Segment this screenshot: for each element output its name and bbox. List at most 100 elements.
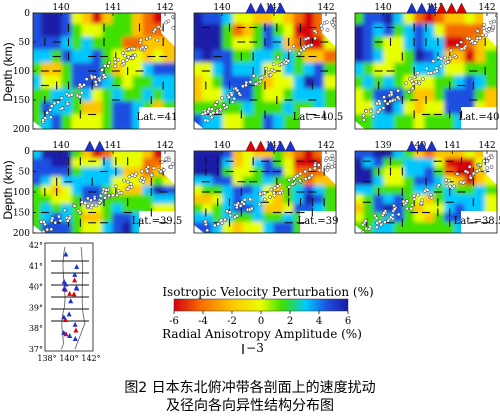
earthquake-points: [39, 156, 175, 233]
y-axis-label-bottom: Depth (km): [1, 160, 15, 219]
map-volcano-marker: [63, 251, 69, 257]
longitude-tick-label: 141: [104, 141, 121, 151]
map-volcano-marker: [68, 298, 74, 304]
longitude-tick-label: 141: [104, 3, 121, 13]
map-volcano-marker: [72, 277, 78, 283]
longitude-tick-label: 140: [213, 3, 230, 13]
earthquake-points: [361, 13, 497, 122]
map-volcano-marker: [73, 284, 79, 290]
map-volcano-marker: [63, 331, 69, 337]
map-lon-tick: 138°: [37, 354, 56, 363]
longitude-tick-label: 141: [265, 141, 282, 151]
longitude-tick-label: 140: [213, 141, 230, 151]
velocity-field: [355, 13, 497, 129]
section-panel-d: 140 141 142 Lat.=39.5 0 50 100 150 200: [13, 140, 182, 239]
volcano-markers: [245, 140, 296, 152]
depth-tick-label: 150: [13, 209, 30, 219]
colorbar-tick-label: 0: [258, 316, 264, 327]
map-volcano-marker: [61, 314, 67, 320]
depth-tick-label: 100: [13, 188, 30, 198]
velocity-field: [355, 151, 497, 233]
map-volcano-marker: [72, 336, 78, 342]
depth-tick-label: 100: [13, 67, 30, 77]
depth-tick-label: 0: [24, 147, 30, 157]
map-lon-tick: 142°: [81, 354, 100, 363]
colorbar-tick-label: 6: [345, 316, 351, 327]
volcano-markers: [406, 2, 467, 14]
section-panel-a: 140 141 142 Lat.=41 0 50 100 150 200: [13, 3, 178, 135]
map-volcano-marker: [73, 327, 79, 333]
coastline-west: [60, 246, 66, 350]
anisotropy-bars: [40, 23, 168, 119]
latitude-label: Lat.=40.5: [293, 112, 343, 123]
anisotropy-bars: [201, 157, 325, 227]
map-lat-tick: 42°: [29, 241, 43, 250]
longitude-tick-label: 140: [409, 141, 426, 151]
map-volcano-marker: [61, 278, 67, 284]
map-volcano-marker: [71, 291, 77, 297]
map-volcano-marker: [72, 321, 78, 327]
colorbar-tick-label: 4: [316, 316, 322, 327]
velocity-field: [33, 151, 175, 233]
colorbar-gradient: [173, 298, 349, 312]
colorbar-tick-label: -4: [198, 316, 208, 327]
velocity-field: [33, 13, 175, 129]
longitude-tick-label: 141: [444, 141, 461, 151]
map-volcano-marker: [67, 332, 73, 338]
earthquake-points: [200, 17, 336, 123]
coastline-east: [74, 246, 86, 350]
longitude-tick-label: 140: [52, 141, 69, 151]
map-volcano-marker: [62, 316, 68, 322]
map-volcano-marker: [74, 264, 80, 270]
map-volcano-marker: [61, 286, 67, 292]
longitude-tick-label: 140: [52, 3, 69, 13]
map-lat-tick: 37°: [29, 345, 43, 354]
map-volcano-marker: [66, 311, 72, 317]
depth-tick-label: 150: [13, 96, 30, 106]
map-lat-tick: 39°: [29, 303, 43, 312]
longitude-tick-label: 142: [317, 141, 334, 151]
longitude-tick-label: 139: [374, 141, 391, 151]
depth-tick-label: 200: [13, 125, 30, 135]
volcano-markers: [84, 140, 106, 152]
depth-tick-label: 200: [13, 229, 30, 239]
longitude-tick-label: 142: [156, 3, 173, 13]
latitude-label: Lat.=38.5: [454, 216, 500, 227]
earthquake-points: [41, 14, 175, 124]
anisotropy-title: Radial Anisotropy Amplitude (%): [162, 327, 362, 341]
colorbar: Isotropic Velocity Perturbation (%) -6 -4…: [162, 285, 374, 355]
latitude-label: Lat.=39.5: [132, 216, 182, 227]
location-map: 42° 41° 40° 39° 38° 37°138° 140° 142°: [29, 241, 101, 363]
section-panel-f: 139 140 141 142 Lat.=38.5: [354, 140, 500, 234]
velocity-field: [194, 151, 336, 233]
velocity-field: [194, 13, 336, 129]
y-axis-label-top: Depth (km): [1, 42, 15, 101]
section-panel-e: 140 141 142 Lat.=39: [193, 140, 339, 234]
earthquake-points: [202, 153, 336, 233]
section-panel-b: 140 141 142 Lat.=40.5: [193, 2, 343, 130]
colorbar-title: Isotropic Velocity Perturbation (%): [162, 285, 373, 299]
longitude-tick-label: 142: [478, 141, 495, 151]
map-lat-tick: 40°: [29, 283, 43, 292]
colorbar-tick-label: -2: [227, 316, 237, 327]
map-volcano-marker: [63, 281, 69, 287]
caption-line-1: 图2 日本东北俯冲带各剖面上的速度扰动: [124, 380, 375, 396]
longitude-tick-label: 141: [426, 3, 443, 13]
latitude-label: Lat.=39: [298, 216, 339, 227]
longitude-tick-label: 142: [317, 3, 334, 13]
caption-line-2: 及径向各向异性结构分布图: [166, 398, 334, 414]
map-lat-tick: 38°: [29, 324, 43, 333]
depth-tick-label: 50: [19, 168, 31, 178]
depth-tick-label: 0: [24, 9, 30, 19]
map-volcano-marker: [67, 290, 73, 296]
volcano-markers: [406, 140, 438, 152]
map-lat-tick: 41°: [29, 262, 43, 271]
colorbar-tick-label: 2: [287, 316, 293, 327]
earthquake-points: [360, 153, 494, 233]
longitude-tick-label: 141: [265, 3, 282, 13]
map-lon-tick: 140°: [59, 354, 78, 363]
map-volcano-marker: [61, 329, 67, 335]
longitude-tick-label: 142: [156, 141, 173, 151]
map-volcano-marker: [72, 271, 78, 277]
